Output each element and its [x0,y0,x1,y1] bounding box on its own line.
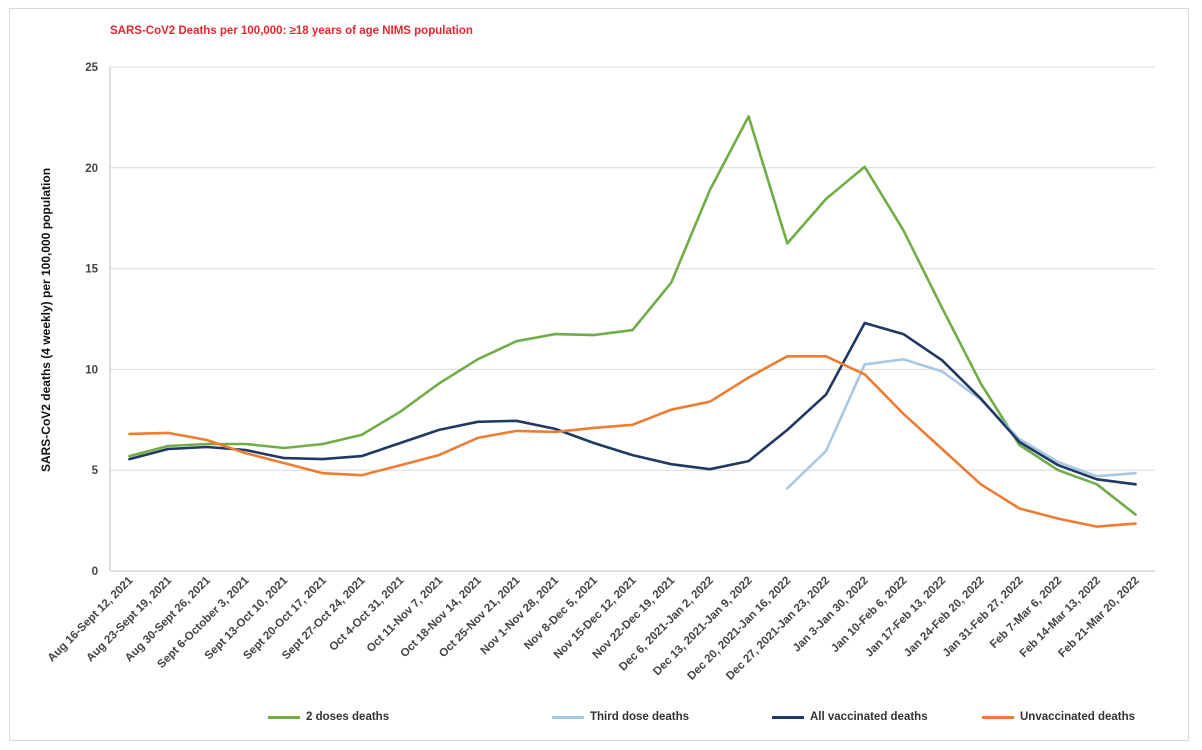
legend-item: All vaccinated deaths [772,711,928,723]
x-tick-label: Feb 7-Mar 6, 2022 [988,575,1064,651]
series-line-0 [128,115,1137,516]
legend-swatch [772,715,804,719]
legend-swatch [552,715,584,719]
x-tick-label: Feb 21-Mar 20, 2022 [1056,575,1141,660]
y-tick-labels: 0 5 10 15 20 25 [85,62,98,578]
x-tick-label: Oct 11-Nov 7, 2021 [365,574,446,655]
x-tick-label: Nov 8-Dec 5, 2021 [522,574,600,652]
x-tick-label: Jan 10-Feb 6, 2022 [829,575,909,655]
y-tick-label: 20 [85,163,98,175]
legend-label: Third dose deaths [590,711,690,723]
chart-title: SARS-CoV2 Deaths per 100,000: ≥18 years … [110,25,473,37]
y-axis-label: SARS-CoV2 deaths (4 weekly) per 100,000 … [39,168,53,472]
series-line-3 [128,355,1137,528]
legend-item: 2 doses deaths [268,711,389,723]
legend-label: All vaccinated deaths [810,711,928,723]
y-tick-label: 10 [85,364,98,376]
chart-frame [9,8,1189,741]
series-line-1 [786,358,1137,490]
series-line-2 [128,321,1137,486]
axes [109,67,1155,572]
gridlines [110,66,1155,471]
legend-swatch [982,715,1014,719]
y-tick-label: 5 [92,465,99,477]
y-tick-label: 0 [92,566,98,578]
legend: 2 doses deaths Third dose deaths All vacci… [0,711,1202,729]
legend-swatch [268,715,300,719]
legend-item: Third dose deaths [552,711,689,723]
x-tick-label: Oct 4-Oct 31, 2021 [327,574,406,653]
series-lines [128,115,1137,528]
legend-item: Unvaccinated deaths [982,711,1135,723]
y-tick-label: 15 [85,264,98,276]
legend-label: 2 doses deaths [306,711,390,723]
y-tick-label: 25 [85,62,98,74]
legend-label: Unvaccinated deaths [1020,711,1136,723]
x-tick-label: Jan 3-Jan 30, 2022 [791,575,871,655]
